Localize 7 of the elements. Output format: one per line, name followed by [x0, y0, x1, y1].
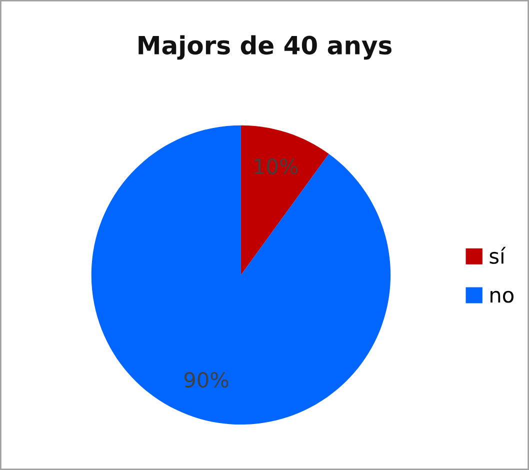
legend-label: sí — [490, 246, 506, 264]
legend-label: no — [490, 290, 514, 303]
data-label: 90% — [184, 372, 228, 388]
pie-slice — [91, 125, 391, 425]
pie-slice — [240, 125, 329, 275]
data-label: 10% — [254, 158, 298, 174]
chart-title: Majors de 40 anys — [138, 35, 392, 60]
